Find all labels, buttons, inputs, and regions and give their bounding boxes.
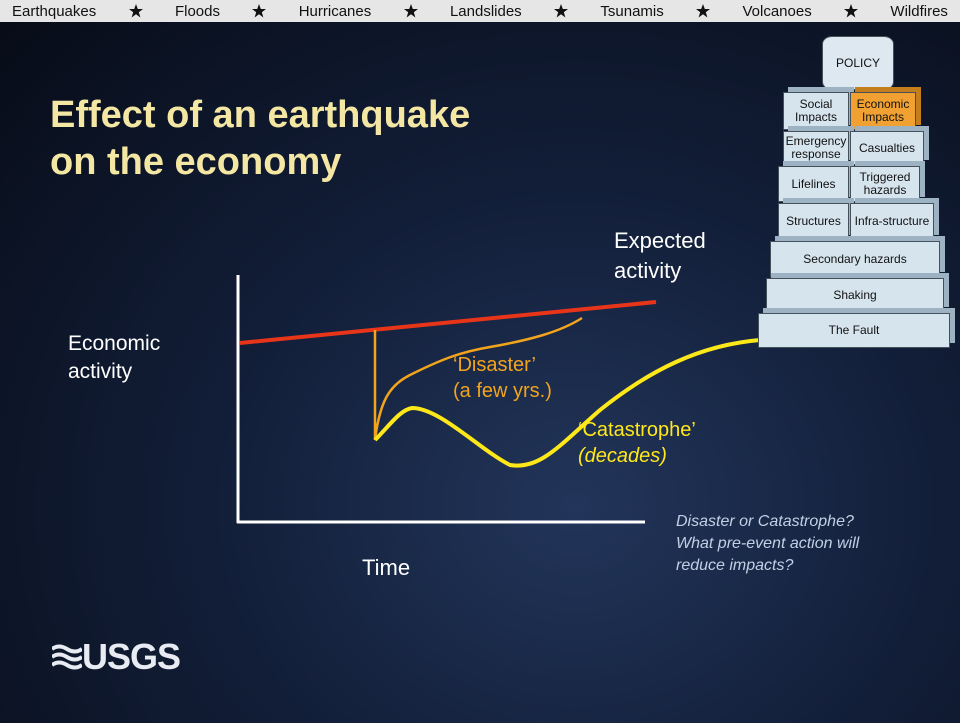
logo-waves bbox=[52, 643, 82, 671]
logo: USGS bbox=[52, 636, 180, 678]
question: Disaster or Catastrophe? What pre-event … bbox=[676, 511, 859, 577]
label-line: (decades) bbox=[578, 443, 696, 469]
pyramid-box: Infra-structure bbox=[850, 203, 934, 240]
pyramid-box: Social Impacts bbox=[783, 92, 849, 130]
pyramid-box: Shaking bbox=[766, 278, 944, 312]
expected-label: Expected activity bbox=[614, 226, 706, 286]
pyramid-box: The Fault bbox=[758, 313, 950, 348]
pyramid-box: Emergency response bbox=[783, 131, 849, 165]
label-line: Expected bbox=[614, 226, 706, 256]
label-line: (a few yrs.) bbox=[453, 378, 552, 404]
logo-text: USGS bbox=[82, 636, 180, 677]
y-label: Economic activity bbox=[68, 330, 160, 386]
pyramid-box: Economic Impacts bbox=[850, 92, 916, 130]
question-line: Disaster or Catastrophe? bbox=[676, 511, 859, 533]
pyramid-box: Triggered hazards bbox=[850, 166, 920, 202]
pyramid-box: Casualties bbox=[850, 131, 924, 165]
pyramid-box: Lifelines bbox=[778, 166, 849, 202]
pyramid-box: Structures bbox=[778, 203, 849, 240]
disaster-label: ‘Disaster’ (a few yrs.) bbox=[453, 352, 552, 404]
question-line: reduce impacts? bbox=[676, 555, 859, 577]
label-line: ‘Catastrophe’ bbox=[578, 417, 696, 443]
question-line: What pre-event action will bbox=[676, 533, 859, 555]
label-line: ‘Disaster’ bbox=[453, 352, 552, 378]
label-line: activity bbox=[614, 256, 706, 286]
slide: EarthquakesFloodsHurricanesLandslidesTsu… bbox=[0, 0, 960, 723]
pyramid-box: POLICY bbox=[822, 36, 894, 90]
pyramid-box: Secondary hazards bbox=[770, 241, 940, 277]
catastrophe-curve bbox=[375, 340, 760, 466]
catastrophe-label: ‘Catastrophe’ (decades) bbox=[578, 417, 696, 469]
x-label: Time bbox=[362, 555, 410, 581]
label-line: activity bbox=[68, 358, 160, 386]
expected-line bbox=[240, 302, 656, 343]
label-line: Economic bbox=[68, 330, 160, 358]
